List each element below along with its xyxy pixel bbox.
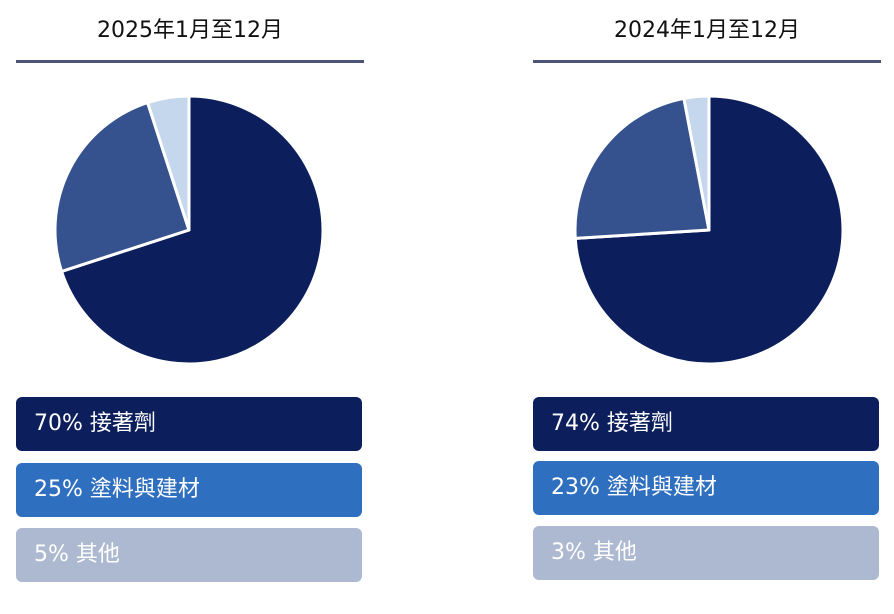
pie-chart bbox=[53, 94, 325, 366]
pie-slice-coatings bbox=[573, 96, 711, 240]
legend-item-adhesives: 74% 接著劑 bbox=[533, 397, 879, 451]
chart-title: 2025年1月至12月 bbox=[97, 18, 283, 43]
legend-item-coatings: 25% 塗料與建材 bbox=[16, 463, 362, 517]
legend-item-adhesives: 70% 接著劑 bbox=[16, 397, 362, 451]
pie-slice-adhesives bbox=[60, 94, 325, 366]
legend-item-other: 3% 其他 bbox=[533, 526, 879, 580]
legend-item-coatings: 23% 塗料與建材 bbox=[533, 461, 879, 515]
chart-panel-2024: 2024年1月至12月 74% 接著劑 23% 塗料與建材 3% 其他 bbox=[533, 0, 881, 614]
chart-panel-2025: 2025年1月至12月 70% 接著劑 25% 塗料與建材 5% 其他 bbox=[16, 0, 364, 614]
pie-slice-other bbox=[682, 94, 711, 232]
title-divider bbox=[533, 60, 881, 63]
chart-title: 2024年1月至12月 bbox=[614, 18, 800, 43]
pie-chart bbox=[573, 94, 845, 366]
title-divider bbox=[16, 60, 364, 63]
pie-slice-coatings bbox=[53, 101, 191, 273]
pie-slice-other bbox=[146, 94, 191, 232]
legend-item-other: 5% 其他 bbox=[16, 528, 362, 582]
